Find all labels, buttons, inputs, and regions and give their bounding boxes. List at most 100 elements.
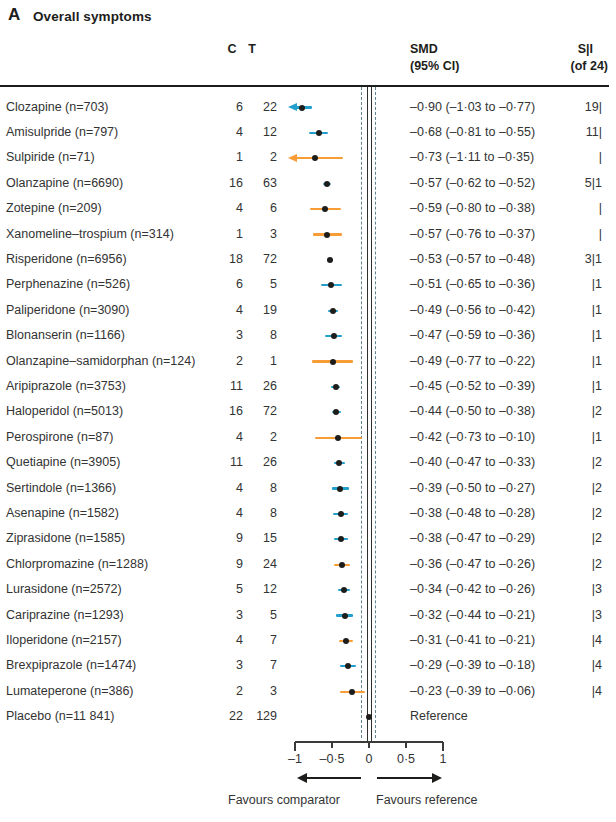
drug-label: Zotepine (n=209) <box>6 201 102 216</box>
si-count-text: |1 <box>556 354 602 369</box>
drug-label: Haloperidol (n=5013) <box>6 404 123 419</box>
point-estimate-dot <box>336 460 342 466</box>
comparator-count: 11 <box>205 379 243 394</box>
si-count-text: |2 <box>556 455 602 470</box>
x-axis-tick-label: 1 <box>421 752 465 766</box>
smd-ci-text: –0·38 (–0·47 to –0·29) <box>410 531 535 546</box>
point-estimate-dot <box>299 105 305 111</box>
favours-left-arrow-line <box>306 777 361 779</box>
drug-label: Chlorpromazine (n=1288) <box>6 557 148 572</box>
si-count-text: |1 <box>556 430 602 445</box>
drug-label: Aripiprazole (n=3753) <box>6 379 126 394</box>
trial-count: 8 <box>239 328 277 343</box>
smd-ci-text: –0·90 (–1·03 to –0·77) <box>410 100 535 115</box>
si-count-text: | <box>556 150 602 165</box>
dashed-guideline-left <box>361 87 362 738</box>
comparator-count: 3 <box>205 328 243 343</box>
point-estimate-dot <box>342 613 348 619</box>
point-estimate-dot <box>333 384 339 390</box>
trial-count: 12 <box>239 582 277 597</box>
si-count-text: |4 <box>556 633 602 648</box>
comparator-count: 1 <box>205 227 243 242</box>
trial-count: 3 <box>239 684 277 699</box>
trial-count: 7 <box>239 633 277 648</box>
si-count-text: |4 <box>556 684 602 699</box>
drug-label: Placebo (n=11 841) <box>6 709 115 724</box>
trial-count: 63 <box>239 176 277 191</box>
drug-label: Xanomeline–trospium (n=314) <box>6 227 174 242</box>
point-estimate-dot <box>316 130 322 136</box>
smd-ci-text: –0·44 (–0·50 to –0·38) <box>410 404 535 419</box>
smd-ci-text: –0·57 (–0·76 to –0·37) <box>410 227 535 242</box>
drug-label: Blonanserin (n=1166) <box>6 328 125 343</box>
zero-reference-line <box>367 87 372 742</box>
x-axis-tick <box>294 742 296 751</box>
point-estimate-dot <box>322 206 328 212</box>
trial-count: 3 <box>239 227 277 242</box>
drug-label: Olanzapine–samidorphan (n=124) <box>6 354 195 369</box>
si-count-text: |4 <box>556 658 602 673</box>
smd-ci-text: –0·42 (–0·73 to –0·10) <box>410 430 535 445</box>
drug-label: Iloperidone (n=2157) <box>6 633 122 648</box>
trial-count: 2 <box>239 150 277 165</box>
comparator-count: 3 <box>205 658 243 673</box>
smd-ci-text: –0·51 (–0·65 to –0·36) <box>410 277 535 292</box>
drug-label: Perphenazine (n=526) <box>6 277 130 292</box>
comparator-count: 11 <box>205 455 243 470</box>
point-estimate-dot <box>331 333 337 339</box>
si-count-text: |3 <box>556 582 602 597</box>
comparator-count: 2 <box>205 354 243 369</box>
ci-clipped-arrow <box>288 103 297 111</box>
header-divider-rule <box>0 85 609 87</box>
drug-label: Clozapine (n=703) <box>6 100 109 115</box>
comparator-count: 22 <box>205 709 243 724</box>
si-count-text: |2 <box>556 531 602 546</box>
trial-count: 5 <box>239 277 277 292</box>
point-estimate-dot <box>328 282 334 288</box>
smd-ci-text: –0·34 (–0·42 to –0·26) <box>410 582 535 597</box>
drug-label: Lumateperone (n=386) <box>6 684 134 699</box>
comparator-count: 4 <box>205 633 243 648</box>
si-count-text: 11| <box>556 125 602 140</box>
point-estimate-dot <box>333 409 339 415</box>
column-header-si-of: (of 24) <box>563 59 608 74</box>
si-count-text: | <box>556 201 602 216</box>
comparator-count: 9 <box>205 557 243 572</box>
x-axis-tick <box>405 742 407 748</box>
trial-count: 72 <box>239 404 277 419</box>
drug-label: Asenapine (n=1582) <box>6 506 119 521</box>
ci-clipped-arrow <box>288 154 297 162</box>
comparator-count: 6 <box>205 100 243 115</box>
drug-label: Quetiapine (n=3905) <box>6 455 120 470</box>
point-estimate-dot <box>335 435 341 441</box>
si-count-text: 19| <box>556 100 602 115</box>
x-axis-tick <box>331 742 333 748</box>
si-count-text: |1 <box>556 277 602 292</box>
smd-ci-text: –0·47 (–0·59 to –0·36) <box>410 328 535 343</box>
trial-count: 8 <box>239 481 277 496</box>
si-count-text: | <box>556 227 602 242</box>
drug-label: Cariprazine (n=1293) <box>6 608 124 623</box>
comparator-count: 4 <box>205 303 243 318</box>
si-count-text: |3 <box>556 608 602 623</box>
comparator-count: 1 <box>205 150 243 165</box>
comparator-count: 16 <box>205 404 243 419</box>
comparator-count: 4 <box>205 201 243 216</box>
drug-label: Paliperidone (n=3090) <box>6 303 129 318</box>
favours-reference-label: Favours reference <box>376 793 477 807</box>
trial-count: 5 <box>239 608 277 623</box>
si-count-text: |2 <box>556 557 602 572</box>
drug-label: Olanzapine (n=6690) <box>6 176 123 191</box>
comparator-count: 4 <box>205 506 243 521</box>
drug-label: Amisulpride (n=797) <box>6 125 118 140</box>
point-estimate-dot <box>338 511 344 517</box>
trial-count: 26 <box>239 455 277 470</box>
x-axis-tick <box>442 742 444 751</box>
favours-right-arrow-head <box>432 773 442 783</box>
point-estimate-dot <box>349 689 355 695</box>
favours-comparator-label: Favours comparator <box>228 793 340 807</box>
favours-left-arrow-head <box>297 773 307 783</box>
trial-count: 129 <box>239 709 277 724</box>
drug-label: Perospirone (n=87) <box>6 430 113 445</box>
comparator-count: 4 <box>205 430 243 445</box>
